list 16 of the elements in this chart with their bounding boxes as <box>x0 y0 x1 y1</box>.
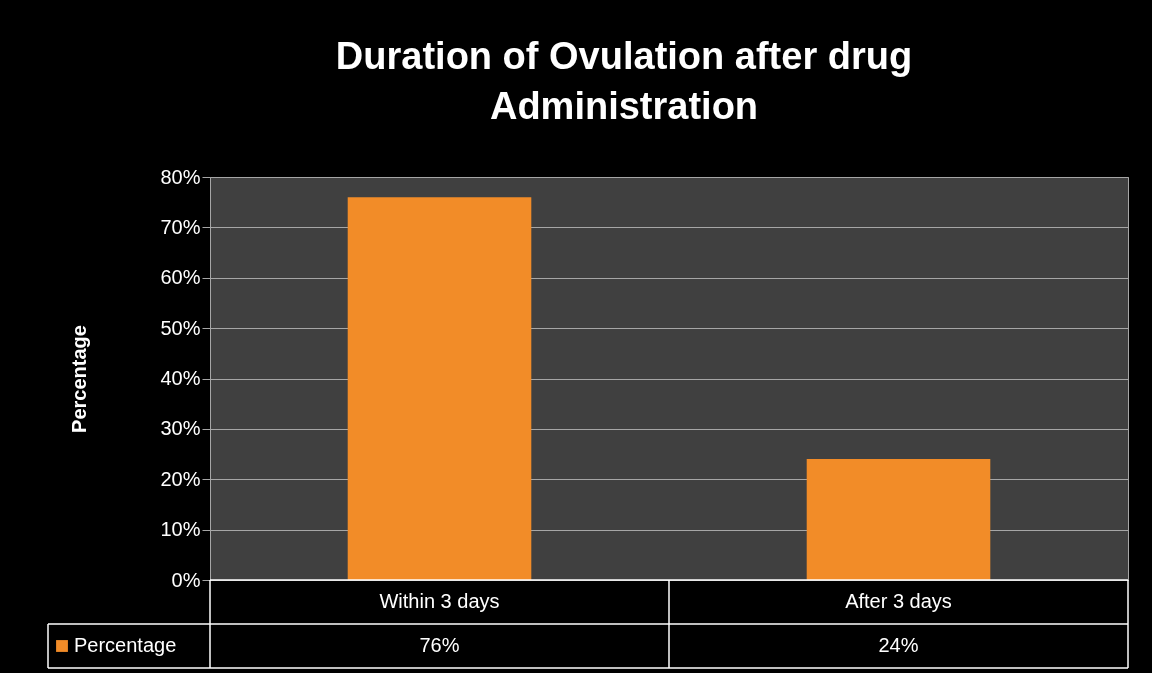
legend-label: Percentage <box>74 634 177 656</box>
y-tick-label: 10% <box>160 518 201 541</box>
y-tick-label: 30% <box>160 417 201 440</box>
y-tick-label: 80% <box>160 165 201 188</box>
x-tick-label: After 3 days <box>845 590 952 612</box>
y-tick-label: 60% <box>160 266 201 289</box>
data-label: 24% <box>878 634 919 656</box>
y-axis-title: Percentage <box>68 325 91 433</box>
y-tick-label: 20% <box>160 467 201 490</box>
y-tick-label: 40% <box>160 367 201 389</box>
y-tick-label: 70% <box>160 215 201 238</box>
x-tick-label: Within 3 days <box>379 590 500 612</box>
chart-title: Duration of Ovulation after drug Administration <box>335 35 913 127</box>
data-label: 76% <box>419 634 460 656</box>
y-tick-label: 50% <box>160 316 201 339</box>
y-tick-label: 0% <box>171 568 201 591</box>
